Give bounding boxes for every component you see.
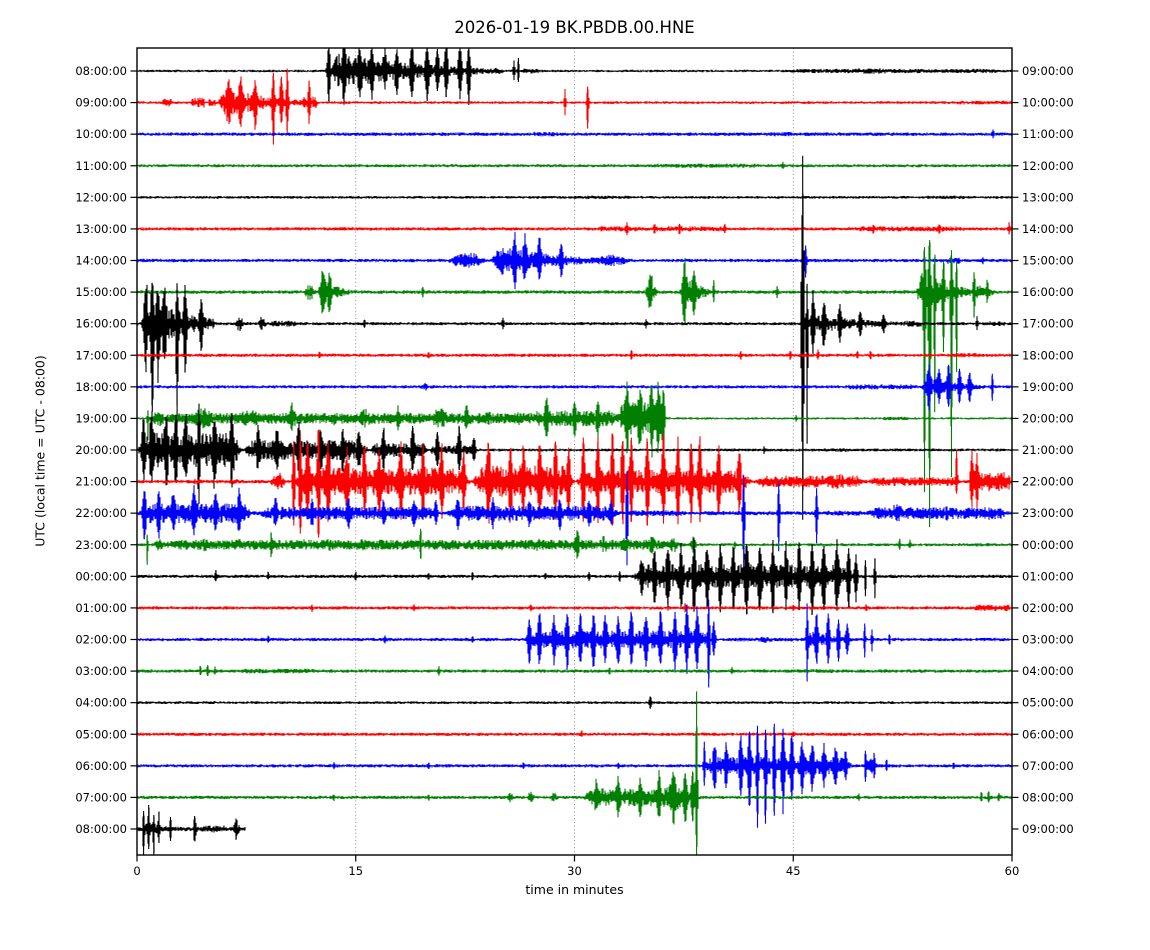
row-label-right-11: 20:00:00 [1022,411,1074,425]
trace-row-2 [137,129,1012,139]
row-label-left-5: 13:00:00 [75,222,127,236]
trace-row-0 [137,48,1012,105]
row-label-right-7: 16:00:00 [1022,285,1074,299]
row-label-left-1: 09:00:00 [75,96,127,110]
plot-border [136,47,1013,856]
row-label-left-21: 05:00:00 [75,727,127,741]
trace-row-19 [137,665,1012,677]
trace-row-20 [137,696,1012,709]
row-label-right-2: 11:00:00 [1022,127,1074,141]
x-tick-label-30: 30 [567,864,582,878]
trace-row-4 [137,195,1012,200]
row-label-left-7: 15:00:00 [75,285,127,299]
trace-row-21 [137,730,1012,737]
x-tick-label-60: 60 [1005,864,1020,878]
trace-row-5 [137,222,1012,236]
row-label-right-17: 02:00:00 [1022,601,1074,615]
row-label-left-18: 02:00:00 [75,633,127,647]
row-label-left-19: 03:00:00 [75,664,127,678]
trace-row-18 [137,599,1012,688]
row-label-right-20: 05:00:00 [1022,696,1074,710]
row-label-left-10: 18:00:00 [75,380,127,394]
row-label-right-1: 10:00:00 [1022,96,1074,110]
row-label-left-15: 23:00:00 [75,538,127,552]
trace-row-3 [137,161,1012,169]
trace-row-6 [137,232,1012,290]
x-tick-label-15: 15 [348,864,363,878]
trace-row-7 [137,240,1012,528]
trace-row-16 [137,537,1012,615]
x-axis-label: time in minutes [525,882,624,897]
row-label-left-6: 14:00:00 [75,254,127,268]
chart-title: 2026-01-19 BK.PBDB.00.HNE [454,18,695,37]
row-label-right-18: 03:00:00 [1022,633,1074,647]
row-label-right-12: 21:00:00 [1022,443,1074,457]
row-label-left-24: 08:00:00 [75,822,127,836]
row-label-right-24: 09:00:00 [1022,822,1074,836]
trace-row-17 [137,603,1012,613]
x-tick-label-45: 45 [786,864,801,878]
row-label-left-11: 19:00:00 [75,411,127,425]
trace-row-14 [137,471,1012,569]
row-label-left-4: 12:00:00 [75,190,127,204]
row-label-right-16: 01:00:00 [1022,569,1074,583]
row-label-right-14: 23:00:00 [1022,506,1074,520]
trace-row-15 [137,528,1012,565]
trace-row-12 [137,403,1012,504]
trace-row-22 [137,723,1012,828]
row-label-left-9: 17:00:00 [75,348,127,362]
row-label-right-19: 04:00:00 [1022,664,1074,678]
row-label-left-2: 10:00:00 [75,127,127,141]
row-label-right-13: 22:00:00 [1022,475,1074,489]
row-label-right-8: 17:00:00 [1022,317,1074,331]
row-label-right-0: 09:00:00 [1022,64,1074,78]
trace-row-23 [137,691,1012,855]
row-label-right-15: 00:00:00 [1022,538,1074,552]
trace-row-9 [137,349,1012,360]
trace-row-8 [137,155,1012,520]
row-label-right-3: 12:00:00 [1022,159,1074,173]
row-label-right-23: 08:00:00 [1022,790,1074,804]
row-label-left-3: 11:00:00 [75,159,127,173]
trace-row-13 [137,429,1012,538]
row-label-right-4: 13:00:00 [1022,190,1074,204]
row-label-left-17: 01:00:00 [75,601,127,615]
traces-group [137,48,1012,855]
row-label-right-10: 19:00:00 [1022,380,1074,394]
row-label-left-23: 07:00:00 [75,790,127,804]
row-label-right-9: 18:00:00 [1022,348,1074,362]
trace-row-1 [137,68,1012,145]
row-label-left-13: 21:00:00 [75,475,127,489]
trace-row-24 [137,805,246,855]
row-label-left-14: 22:00:00 [75,506,127,520]
row-label-left-12: 20:00:00 [75,443,127,457]
x-tick-label-0: 0 [133,864,140,878]
row-label-right-5: 14:00:00 [1022,222,1074,236]
row-label-left-20: 04:00:00 [75,696,127,710]
row-label-left-8: 16:00:00 [75,317,127,331]
row-label-left-22: 06:00:00 [75,759,127,773]
row-label-right-22: 07:00:00 [1022,759,1074,773]
row-label-left-0: 08:00:00 [75,64,127,78]
row-label-right-6: 15:00:00 [1022,254,1074,268]
row-label-left-16: 00:00:00 [75,569,127,583]
row-label-right-21: 06:00:00 [1022,727,1074,741]
trace-row-11 [137,381,1012,458]
